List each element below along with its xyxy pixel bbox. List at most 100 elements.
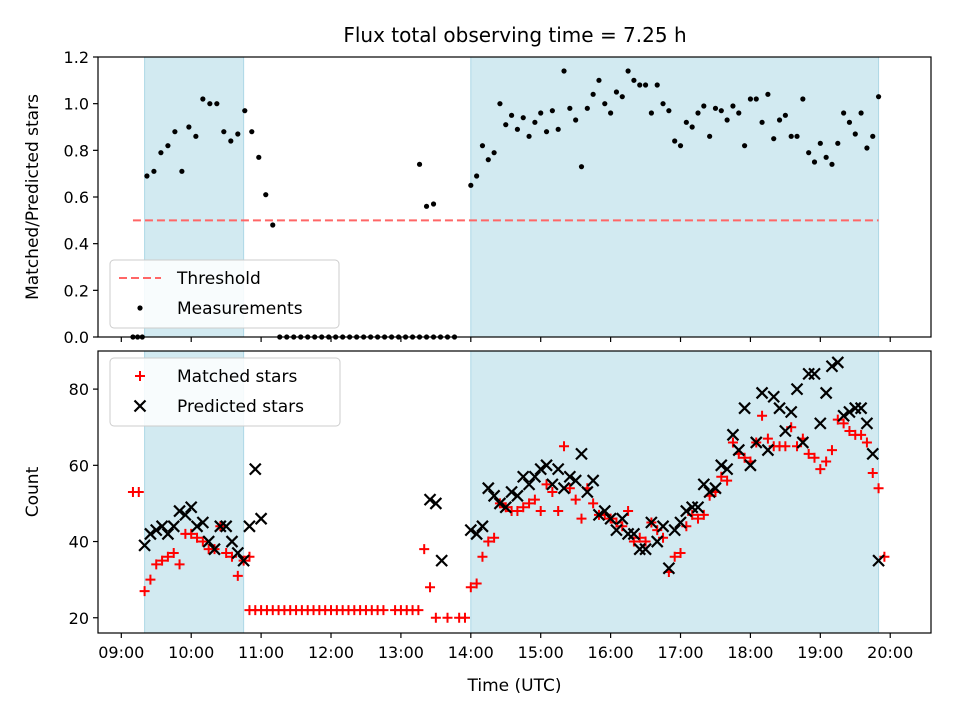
bottom-matched-stars-point	[430, 612, 441, 623]
top-measurements-point	[741, 143, 748, 149]
bottom-predicted-stars-point	[569, 474, 582, 487]
bottom-predicted-stars-point	[423, 493, 437, 506]
bottom-matched-stars-point	[821, 456, 832, 467]
bottom-predicted-stars-point	[499, 500, 513, 514]
bottom-predicted-stars-point	[464, 523, 478, 537]
bottom-predicted-stars-point	[796, 436, 810, 449]
bottom-x-tick-label: 10:00	[168, 643, 214, 662]
bottom-matched-stars-point	[221, 547, 232, 558]
top-measurements-point	[736, 110, 742, 116]
top-measurements-point	[846, 119, 853, 125]
bottom-predicted-stars-point	[202, 535, 215, 548]
bottom-predicted-stars-point	[516, 470, 530, 484]
top-measurements-point	[648, 110, 654, 116]
bottom-predicted-stars-point	[540, 459, 553, 472]
top-measurements-point	[497, 101, 503, 107]
top-measurements-point	[485, 157, 491, 163]
bottom-shaded-band-2	[470, 350, 880, 634]
bottom-matched-stars-point	[547, 487, 558, 497]
top-measurements-point	[249, 129, 255, 135]
top-measurements-point	[508, 112, 515, 118]
legend-predicted-stars-swatch	[133, 399, 147, 413]
bottom-matched-stars-point	[826, 445, 837, 456]
bottom-predicted-stars-point	[715, 459, 728, 472]
bottom-y-tick-label: 80	[69, 380, 89, 399]
top-measurements-point	[823, 154, 829, 160]
top-measurements-point	[625, 68, 631, 74]
bottom-matched-stars-point	[459, 612, 470, 623]
top-measurements-point	[165, 143, 171, 149]
bottom-predicted-stars-point	[470, 527, 483, 541]
bottom-legend-label: Predicted stars	[177, 397, 304, 417]
top-measurements-point	[806, 150, 812, 156]
bottom-predicted-stars-point	[435, 554, 448, 567]
top-measurements-point	[221, 129, 227, 135]
bottom-matched-stars-point	[471, 578, 482, 589]
top-measurements-point	[242, 108, 248, 114]
top-measurements-point	[841, 110, 847, 116]
bottom-predicted-stars-point	[155, 520, 169, 533]
bottom-predicted-stars-point	[429, 497, 443, 510]
bottom-axes-frame	[97, 350, 932, 634]
bottom-matched-stars-point	[489, 532, 500, 543]
bottom-matched-stars-point	[425, 582, 436, 593]
bottom-x-tick-label: 15:00	[518, 643, 564, 662]
top-measurements-point	[689, 124, 695, 130]
bottom-predicted-stars-point	[179, 508, 192, 522]
top-measurements-point	[200, 96, 206, 102]
top-measurements-point	[829, 161, 835, 167]
bottom-predicted-stars-point	[819, 386, 833, 400]
top-measurements-point	[151, 168, 157, 174]
bottom-predicted-stars-point	[866, 447, 880, 461]
bottom-legend: Matched stars Predicted stars	[109, 357, 341, 427]
top-measurements-point	[707, 133, 713, 139]
bottom-predicted-stars-point	[726, 428, 740, 442]
top-y-tick-label: 0.8	[64, 141, 89, 160]
bottom-predicted-stars-point	[476, 520, 489, 533]
bottom-matched-stars-point	[524, 498, 535, 509]
bottom-matched-stars-point	[815, 464, 826, 475]
top-measurements-point	[263, 192, 269, 198]
bottom-matched-stars-point	[576, 513, 587, 524]
bottom-y-tick-label: 60	[69, 456, 89, 475]
top-measurements-point	[549, 108, 555, 114]
bottom-matched-stars-point	[780, 441, 791, 452]
top-measurements-point	[771, 136, 777, 142]
top-y-tick-label: 0.0	[64, 328, 89, 347]
bottom-predicted-stars-point	[237, 554, 250, 567]
bottom-predicted-stars-point	[231, 546, 245, 560]
top-measurements-point	[788, 133, 794, 139]
bottom-predicted-stars-point	[645, 516, 658, 529]
top-measurements-point	[875, 94, 882, 100]
top-measurements-point	[144, 173, 150, 179]
bottom-matched-stars-point	[541, 479, 552, 490]
bottom-matched-stars-point	[588, 498, 599, 509]
bottom-x-tick-label: 09:00	[98, 643, 144, 662]
bottom-matched-stars-point	[419, 544, 430, 555]
bottom-matched-stars-point	[809, 452, 820, 463]
bottom-predicted-stars-point	[563, 470, 577, 484]
bottom-x-tick-label: 16:00	[588, 643, 634, 662]
bottom-y-tick-label: 40	[69, 533, 89, 552]
top-measurements-point	[701, 103, 707, 109]
top-legend-label: Threshold	[176, 269, 261, 289]
bottom-predicted-stars-point	[161, 527, 175, 541]
top-measurements-point	[514, 126, 521, 132]
top-measurements-point	[677, 143, 684, 149]
top-y-tick-label: 0.4	[64, 235, 89, 254]
bottom-predicted-stars-point	[546, 478, 559, 491]
bottom-predicted-stars-point	[557, 481, 571, 495]
bottom-matched-stars-point	[483, 536, 494, 547]
top-measurements-point	[683, 119, 689, 125]
top-measurements-point	[864, 145, 870, 151]
top-measurements-point	[672, 138, 678, 144]
bottom-predicted-stars-point	[691, 500, 705, 514]
bottom-matched-stars-point	[192, 532, 203, 543]
top-measurements-point	[179, 168, 185, 174]
top-measurements-point	[584, 105, 590, 111]
bottom-predicted-stars-point	[581, 485, 594, 499]
bottom-predicted-stars-point	[761, 443, 775, 457]
bottom-predicted-stars-point	[615, 512, 629, 525]
top-measurements-point	[555, 126, 561, 132]
